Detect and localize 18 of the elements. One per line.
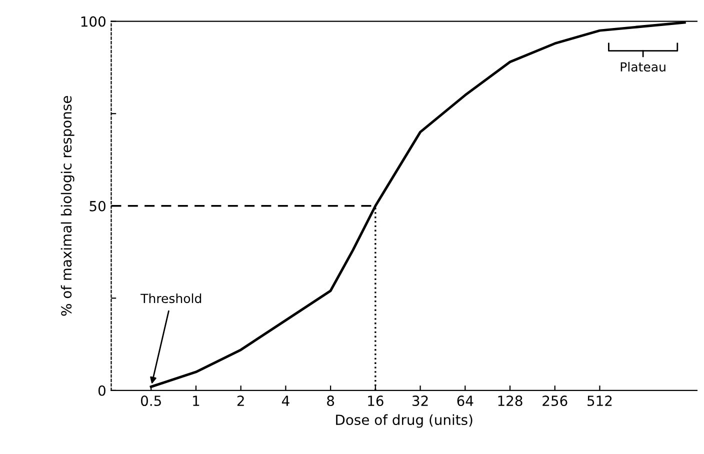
y-tick-label: 50	[90, 200, 106, 212]
x-tick-label: 64	[457, 396, 474, 406]
x-tick-label: 0.5	[140, 396, 161, 406]
y-tick-label: 100	[81, 16, 106, 27]
x-tick-label: 8	[327, 396, 334, 406]
annotation: Threshold	[140, 293, 202, 304]
x-tick-label: 128	[498, 396, 522, 406]
x-axis-title: Dose of drug (units)	[336, 414, 472, 428]
annotation: Plateau	[620, 62, 666, 72]
x-tick-label: 16	[368, 396, 384, 406]
y-axis-title: % of maximal biologic response	[60, 96, 74, 316]
x-tick-label: 512	[588, 396, 612, 406]
x-tick-label: 32	[412, 396, 428, 406]
x-tick-label: 4	[282, 396, 290, 406]
y-tick-label: 0	[98, 385, 106, 396]
x-tick-label: 256	[542, 396, 568, 406]
x-tick-label: 2	[237, 396, 244, 406]
x-tick-label: 1	[193, 396, 200, 406]
